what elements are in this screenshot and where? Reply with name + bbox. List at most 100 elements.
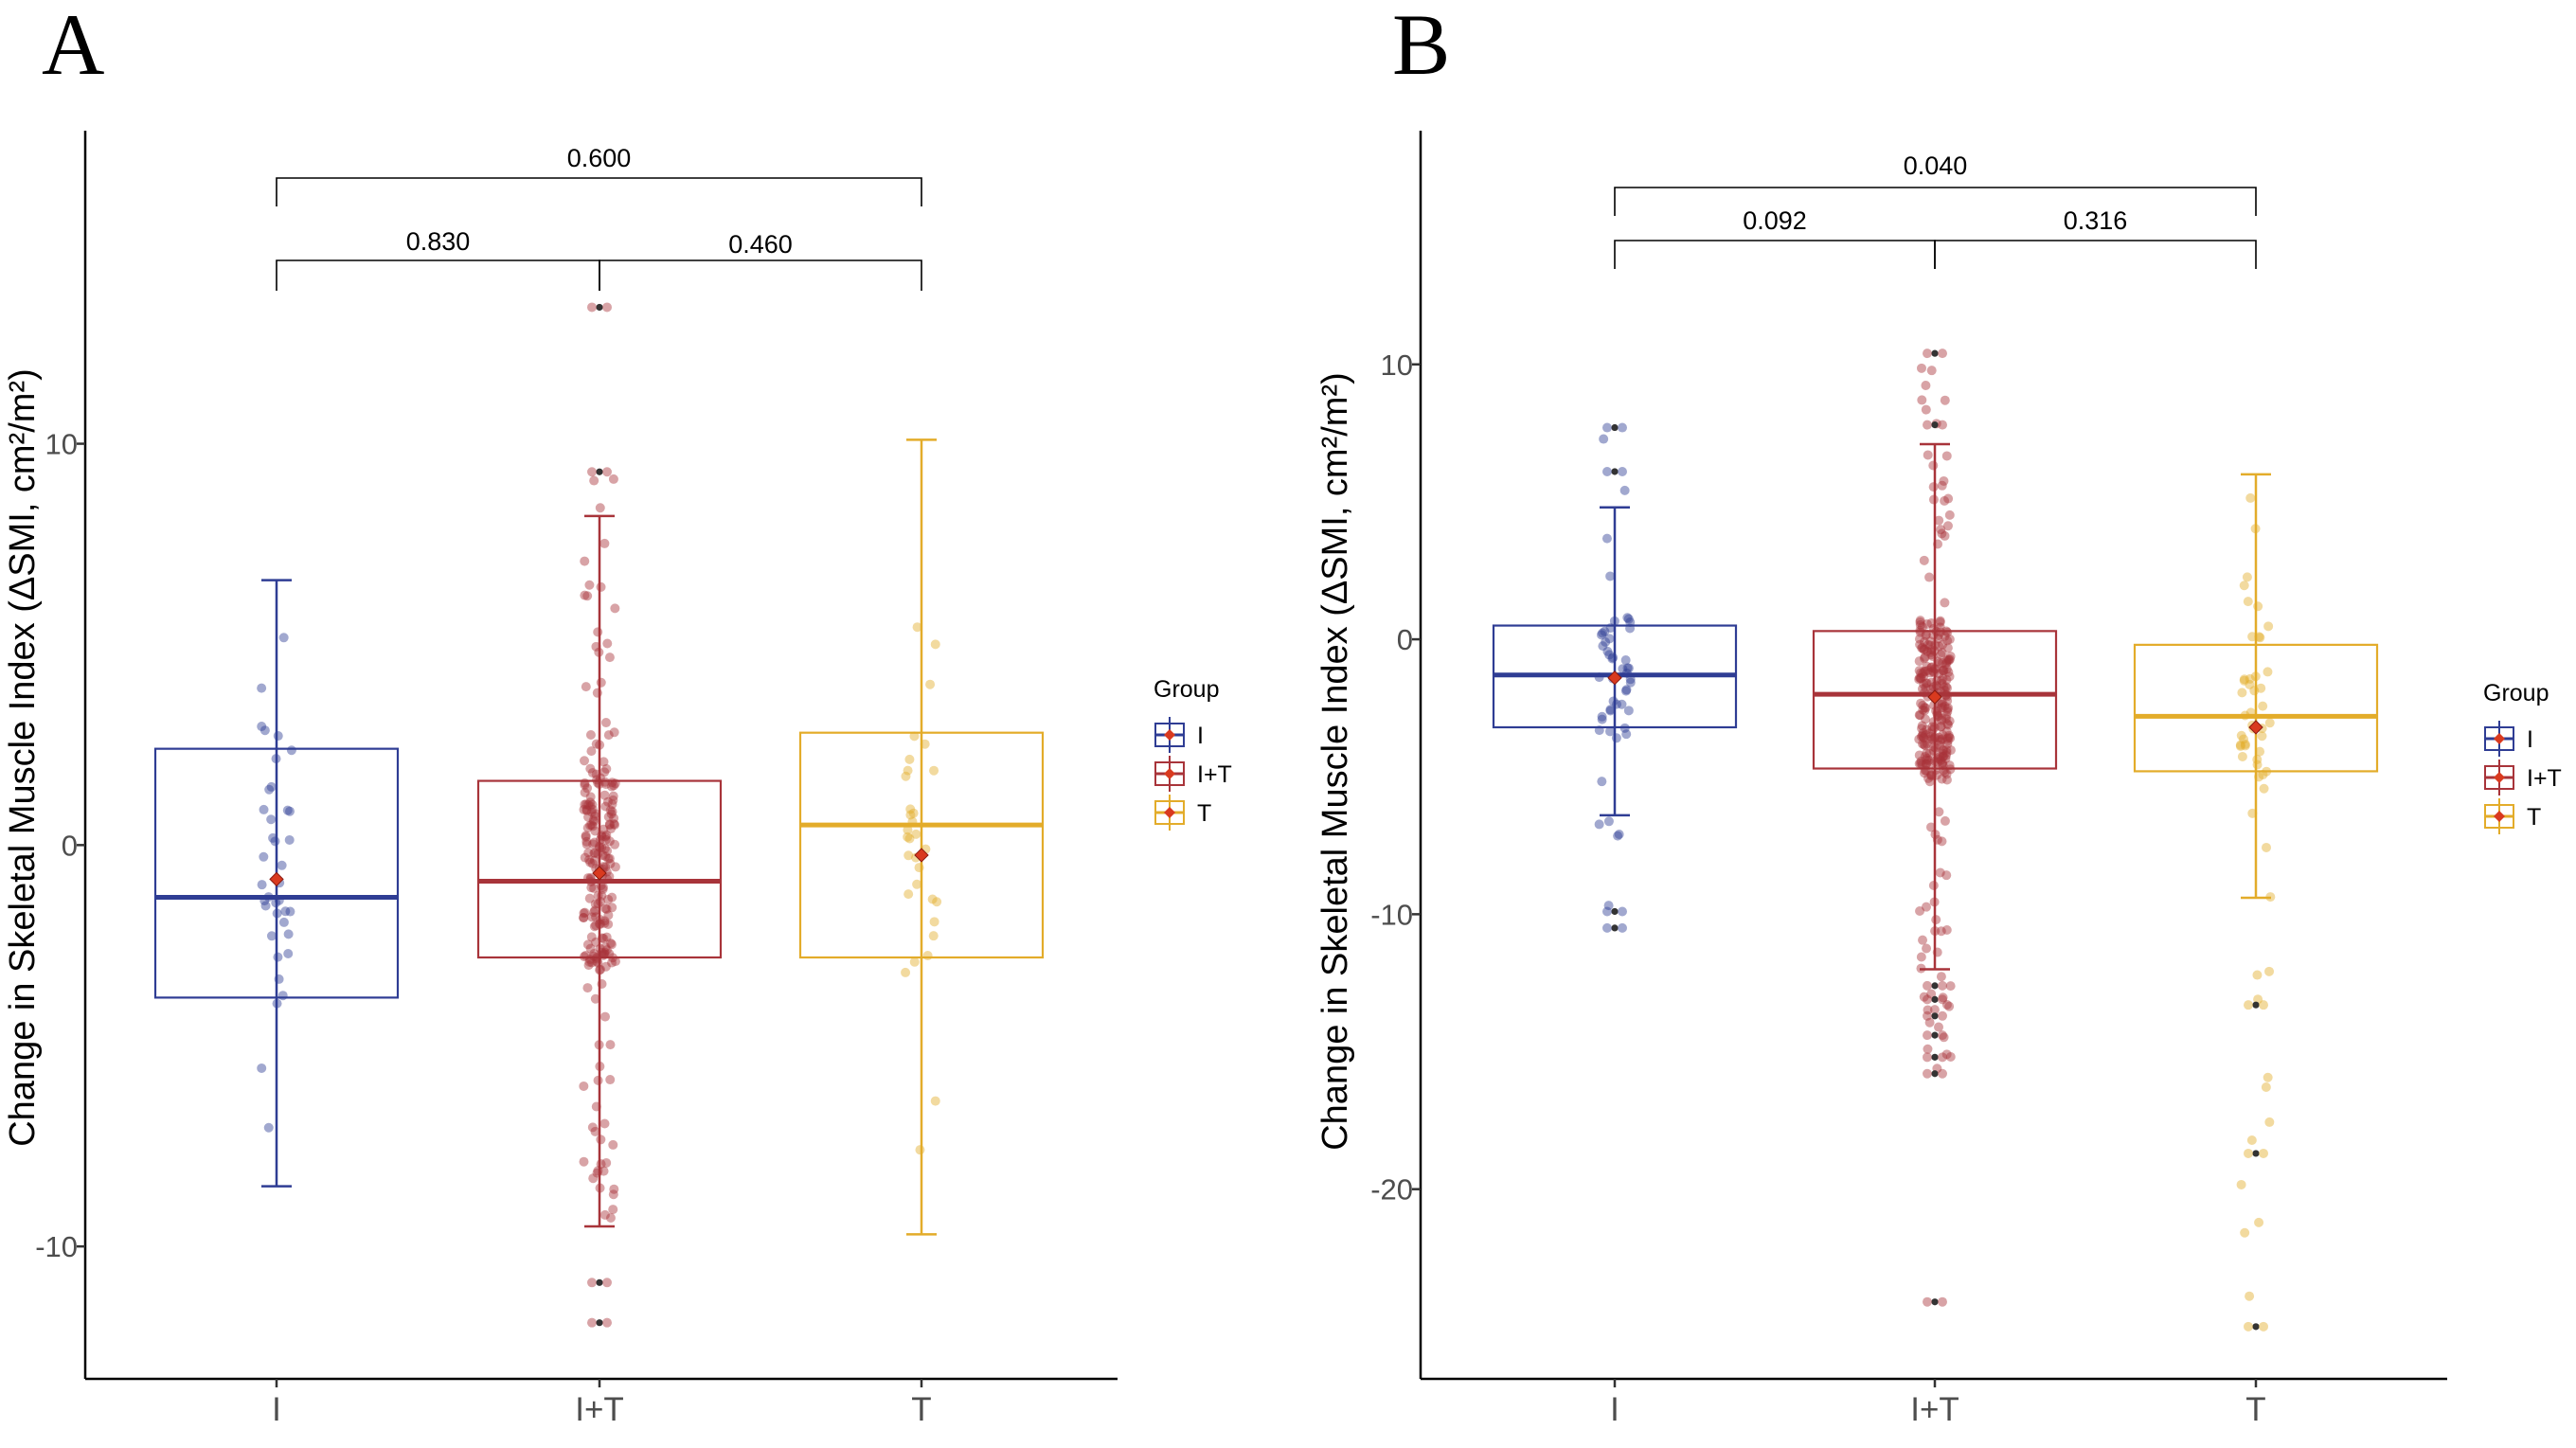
data-point-a xyxy=(278,917,289,927)
data-point-a xyxy=(586,746,597,757)
data-point-a xyxy=(599,538,610,548)
data-point-a xyxy=(597,947,607,957)
data-point-a xyxy=(599,1209,610,1220)
data-point-b xyxy=(1928,742,1939,752)
data-point-b xyxy=(1940,495,1950,506)
data-point-b xyxy=(1923,420,1932,430)
data-point-b xyxy=(1915,625,1925,635)
data-point-b xyxy=(1918,935,1928,945)
data-point-a xyxy=(271,754,281,764)
data-point-a xyxy=(600,831,611,842)
data-point-b xyxy=(2244,1148,2253,1158)
data-point-a xyxy=(908,808,919,818)
data-point-b xyxy=(1926,734,1937,744)
data-point-b xyxy=(1921,631,1931,641)
data-point-a xyxy=(608,953,618,963)
data-point-a xyxy=(603,853,614,864)
group-a-i xyxy=(153,579,400,1188)
data-point-b xyxy=(1942,521,1953,531)
data-point-a xyxy=(579,1156,589,1167)
data-point-b xyxy=(2236,1179,2246,1189)
outlier-point-b xyxy=(1611,907,1619,916)
data-point-a xyxy=(604,819,615,830)
group-a-t xyxy=(798,438,1045,1236)
data-point-b xyxy=(1618,906,1627,917)
data-point-a xyxy=(607,778,617,788)
data-point-b xyxy=(1936,926,1946,937)
data-point-b xyxy=(1930,640,1941,651)
data-point-a xyxy=(582,823,593,833)
data-point-a xyxy=(589,921,599,932)
data-point-b xyxy=(1603,816,1614,827)
data-point-b xyxy=(2245,673,2255,684)
data-point-b xyxy=(1937,734,1947,744)
data-point-b xyxy=(1943,493,1954,504)
data-point-a xyxy=(605,939,616,949)
legend-key-mean-b xyxy=(2494,811,2505,822)
data-point-b xyxy=(1940,701,1950,711)
data-point-b xyxy=(1941,626,1952,636)
data-point-b xyxy=(1928,482,1939,492)
data-point-b xyxy=(1625,617,1636,628)
data-point-b xyxy=(1936,525,1946,535)
data-point-a xyxy=(266,931,277,941)
data-point-a xyxy=(603,812,614,822)
data-point-b xyxy=(1919,740,1929,750)
data-point-b xyxy=(1934,1022,1944,1032)
data-point-b xyxy=(1926,617,1937,628)
data-point-b xyxy=(1915,710,1925,721)
data-point-a xyxy=(609,813,619,823)
data-point-a xyxy=(930,639,940,650)
legend-key-mean-a xyxy=(1164,729,1175,741)
data-point-b xyxy=(1918,700,1928,710)
data-point-b xyxy=(1923,639,1933,650)
data-point-a xyxy=(606,781,617,792)
data-point-a xyxy=(589,475,599,486)
data-point-a xyxy=(593,627,603,637)
data-point-b xyxy=(1924,777,1935,787)
data-point-a xyxy=(583,799,594,810)
data-point-b xyxy=(1938,760,1948,771)
data-point-a xyxy=(599,947,610,957)
data-point-b xyxy=(2235,741,2245,751)
data-point-b xyxy=(1929,700,1940,710)
group-b-iplust xyxy=(1812,349,2058,1307)
outlier-point-b xyxy=(1611,924,1619,932)
data-point-b xyxy=(1618,466,1627,476)
data-point-b xyxy=(1921,703,1931,713)
data-point-b xyxy=(1938,748,1948,759)
data-point-b xyxy=(1923,349,1932,359)
data-point-b xyxy=(1614,830,1624,840)
data-point-a xyxy=(286,745,296,756)
data-point-b xyxy=(2245,492,2256,503)
data-point-a xyxy=(586,932,597,942)
data-point-b xyxy=(1927,735,1938,745)
y-axis-title-a: Change in Skeletal Muscle Index (ΔSMI, c… xyxy=(3,368,43,1147)
data-point-b xyxy=(1941,726,1952,737)
data-point-b xyxy=(2245,679,2255,689)
data-point-a xyxy=(598,950,608,960)
data-point-b xyxy=(1923,1010,1932,1021)
data-point-a xyxy=(598,850,608,861)
data-point-b xyxy=(1938,745,1948,756)
data-point-b xyxy=(1594,725,1604,736)
data-point-b xyxy=(1926,731,1937,742)
data-point-b xyxy=(1938,1068,1947,1079)
outlier-point-b xyxy=(1931,421,1939,429)
data-point-a xyxy=(584,955,595,965)
data-point-a xyxy=(604,652,615,663)
data-point-b xyxy=(1944,1001,1955,1011)
legend-title-b: Group xyxy=(2483,680,2549,706)
data-point-a xyxy=(581,839,592,849)
data-point-a xyxy=(601,932,612,942)
data-point-b xyxy=(1925,758,1936,768)
data-point-b xyxy=(1919,768,1929,778)
data-point-b xyxy=(1937,480,1947,491)
data-point-b xyxy=(1933,711,1943,722)
y-tick-label-a: -10 xyxy=(35,1230,78,1263)
group-a-iplust xyxy=(476,302,723,1328)
data-point-a xyxy=(581,805,592,815)
data-point-b xyxy=(1942,706,1953,717)
data-point-b xyxy=(1619,485,1630,495)
data-point-b xyxy=(1934,807,1944,817)
